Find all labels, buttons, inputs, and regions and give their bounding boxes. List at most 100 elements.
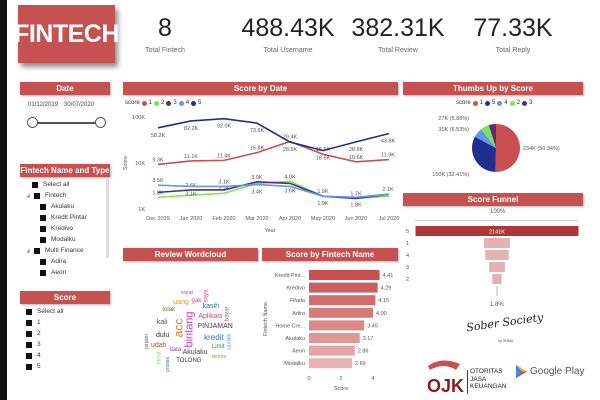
checkbox[interactable] <box>40 225 46 232</box>
checkbox[interactable] <box>26 341 32 348</box>
funnel-stage-label: 5 <box>406 229 409 235</box>
wordcloud-word: terima <box>212 354 227 361</box>
legend-dot <box>154 100 160 106</box>
slicer-item-label: Kredivo <box>51 225 74 232</box>
slicer-item[interactable]: Select all <box>26 306 106 317</box>
slicer-item[interactable]: 5 <box>26 361 106 372</box>
bar-category-label: Kredit Pint... <box>275 273 305 279</box>
checkbox[interactable] <box>26 363 32 370</box>
kpi-label: Total Review <box>378 47 418 54</box>
ojk-line: JASA <box>470 375 487 383</box>
data-label: 1.8K <box>152 190 164 196</box>
date-end-input[interactable]: 30/07/2020 <box>62 101 97 109</box>
checkbox[interactable] <box>26 352 32 359</box>
slicer-item[interactable]: Modalku <box>26 234 106 245</box>
score-slicer-list: Select all 1 2 3 4 5 <box>26 306 106 372</box>
wordcloud-word: dulu <box>156 331 170 339</box>
slicer-item[interactable]: 1 <box>26 317 106 328</box>
checkbox[interactable] <box>40 258 46 265</box>
bar-value-label: 3.17 <box>363 336 374 342</box>
kpi-value: 488.43K <box>241 14 335 42</box>
y-axis-title: Score <box>123 156 129 170</box>
checkbox[interactable] <box>32 181 38 188</box>
slicer-item[interactable]: ◢ Multi Finance <box>26 245 106 256</box>
data-label: 3.1K <box>185 191 197 197</box>
slicer-item[interactable]: Kredivo <box>26 223 106 234</box>
slicer-item[interactable]: Akulaku <box>26 201 106 212</box>
slicer-item[interactable]: 3 <box>26 339 106 350</box>
legend-label: 3 <box>173 100 177 106</box>
checkbox[interactable] <box>34 247 40 254</box>
wordcloud-word: TOLONG <box>176 358 202 365</box>
wordcloud-word: udah <box>151 342 167 350</box>
bar-value-label: 4.15 <box>378 298 389 304</box>
legend-label: 4 <box>185 100 190 106</box>
wordcloud-title: Review Wordcloud <box>123 248 258 261</box>
date-start-handle[interactable] <box>27 117 38 128</box>
checkbox[interactable] <box>34 192 40 199</box>
series-4-line <box>157 183 390 199</box>
data-label: 1.7K <box>350 191 362 197</box>
google-play-label: Google Play <box>530 366 585 377</box>
checkbox[interactable] <box>26 330 32 337</box>
data-label: 28.8K <box>349 147 364 153</box>
y-tick-label: 1K <box>138 207 145 213</box>
data-label: 9.3K <box>152 157 164 163</box>
kpi-value: 382.31K <box>351 14 445 42</box>
data-label: 3.9K <box>251 175 263 181</box>
slicer-item-label: Select all <box>37 308 64 315</box>
bar-5 <box>309 333 360 343</box>
bar-value-label: 3.45 <box>367 323 378 329</box>
slicer-item[interactable]: Select all <box>26 179 106 190</box>
slicer-item-label: Modalku <box>51 236 76 243</box>
slicer-item[interactable]: 2 <box>26 328 106 339</box>
pie-slice-4 <box>474 129 496 148</box>
slicer-item[interactable]: Kredit Pintar <box>26 212 106 223</box>
expand-icon[interactable]: ◢ <box>26 192 30 199</box>
checkbox[interactable] <box>40 214 46 221</box>
google-play-badge[interactable]: Google Play <box>516 365 584 378</box>
slicer-item[interactable]: 4 <box>26 350 106 361</box>
slicer-item[interactable]: ◢ Fintech <box>26 190 106 201</box>
x-tick-label: 4 <box>371 376 374 382</box>
bar-value-label: 2.86 <box>358 349 369 355</box>
score-slicer-title: Score <box>20 291 110 304</box>
ojk-name: OTORITAS JASA KEUANGAN <box>470 368 506 391</box>
slicer-item-label: Akulaku <box>51 203 75 210</box>
fintech-slicer-scrollbar[interactable] <box>106 178 109 258</box>
legend-title: score <box>125 100 140 106</box>
checkbox[interactable] <box>40 203 46 210</box>
wordcloud-word: kredit <box>204 333 224 342</box>
checkbox[interactable] <box>26 319 32 326</box>
legend-title: score <box>456 100 471 106</box>
date-end-handle[interactable] <box>95 117 106 128</box>
wordcloud-word: Limit <box>211 343 225 350</box>
date-start-input[interactable]: 01/12/2019 <box>26 101 61 109</box>
wordcloud-word: Akulaku <box>182 349 208 357</box>
wordcloud-word: uang <box>173 298 189 306</box>
series-5-line <box>157 117 390 152</box>
funnel-stage-label: 2 <box>406 277 409 283</box>
data-label: 11.9K <box>381 153 395 159</box>
bar-value-label: 4.29 <box>381 286 392 292</box>
expand-icon[interactable]: ◢ <box>26 247 30 254</box>
checkbox[interactable] <box>40 269 46 276</box>
data-label: 3.1K <box>218 179 230 185</box>
sober-society-signature: Sober Society <box>465 310 544 335</box>
data-label: 4.0K <box>284 174 296 180</box>
slicer-item[interactable]: Adira <box>26 256 106 267</box>
slicer-item[interactable]: Aeon <box>26 267 106 278</box>
legend-label: 3 <box>529 100 533 106</box>
legend-dot <box>485 100 491 106</box>
ojk-logo-text: OJK <box>427 376 464 394</box>
kpi-total-review: 382.31K Total Review <box>343 14 453 54</box>
x-tick-label: 2 <box>339 376 342 382</box>
funnel-bar-4 <box>485 250 509 260</box>
thumbs-up-title: Thumbs Up by Score <box>403 82 583 95</box>
date-range-track <box>32 122 100 124</box>
checkbox[interactable] <box>26 308 32 315</box>
wordcloud-word: gak <box>191 298 202 304</box>
wordcloud-word: acc <box>170 318 185 338</box>
bar-category-label: Kredivo <box>286 286 305 292</box>
checkbox[interactable] <box>40 236 46 243</box>
